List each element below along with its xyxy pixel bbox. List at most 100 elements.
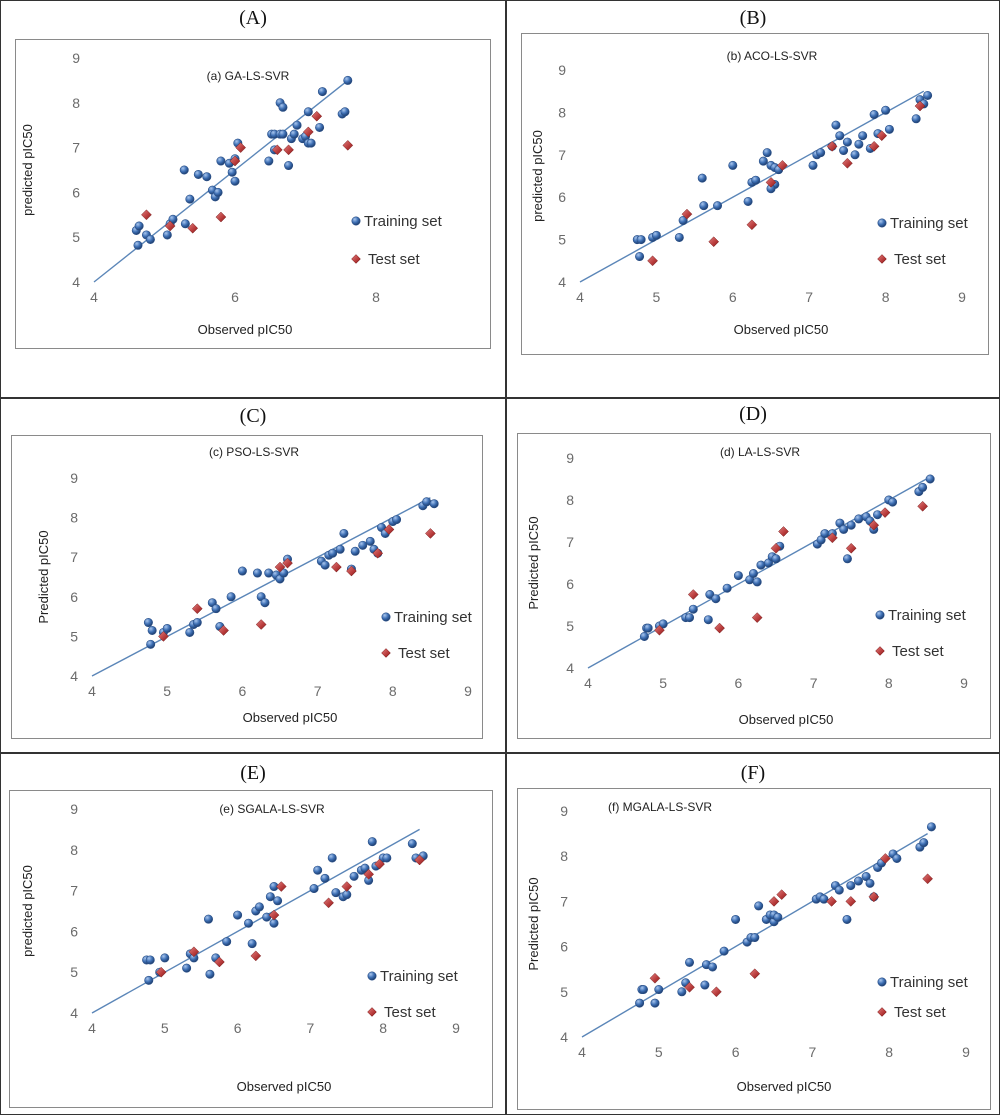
- training-point: [635, 998, 645, 1008]
- test-point: [914, 100, 926, 112]
- y-tick-label: 9: [70, 470, 78, 486]
- training-point: [708, 962, 718, 972]
- training-point: [638, 985, 648, 995]
- x-tick-label: 5: [163, 683, 171, 699]
- training-point: [697, 173, 707, 183]
- test-point: [842, 157, 853, 169]
- test-point: [323, 897, 334, 909]
- training-point: [264, 568, 274, 578]
- chart-title: (f) MGALA-LS-SVR: [608, 800, 712, 814]
- chart-title: (d) LA-LS-SVR: [720, 445, 800, 459]
- test-point: [374, 858, 385, 870]
- legend-test-marker: [367, 1007, 377, 1017]
- test-point: [845, 542, 857, 554]
- training-point: [331, 888, 341, 898]
- training-point: [756, 560, 766, 570]
- y-tick-label: 8: [566, 492, 574, 508]
- test-point: [141, 209, 152, 221]
- x-tick-label: 8: [885, 675, 893, 691]
- x-tick-label: 9: [962, 1044, 970, 1060]
- training-point: [222, 937, 232, 947]
- training-point: [144, 975, 154, 985]
- chart-title: (e) SGALA-LS-SVR: [219, 802, 325, 816]
- chart-title: (c) PSO-LS-SVR: [209, 445, 299, 459]
- test-point: [311, 110, 323, 122]
- x-tick-label: 4: [578, 1044, 586, 1060]
- training-point: [226, 592, 236, 602]
- test-point: [768, 896, 780, 907]
- x-axis-label: Observed pIC50: [198, 322, 293, 337]
- training-point: [303, 107, 313, 117]
- x-tick-label: 8: [372, 289, 380, 305]
- training-point: [677, 987, 687, 997]
- y-tick-label: 7: [558, 147, 566, 163]
- training-point: [748, 569, 758, 579]
- test-point: [649, 972, 661, 984]
- legend-test-label: Test set: [894, 251, 947, 268]
- training-point: [147, 625, 157, 635]
- training-point: [180, 219, 190, 229]
- training-point: [834, 885, 844, 895]
- test-point: [372, 547, 384, 559]
- training-point: [762, 148, 772, 158]
- panel-a: (A) (a) GA-LS-SVR 4 5 6 7 8 9 4 6 8 Observed pIC50…: [0, 0, 506, 398]
- y-tick-label: 6: [70, 589, 78, 605]
- y-axis-label: predicted pIC50: [20, 124, 35, 216]
- x-tick-label: 8: [885, 1044, 893, 1060]
- training-point: [636, 235, 646, 245]
- legend-test-marker: [877, 1007, 887, 1017]
- test-point: [708, 236, 720, 248]
- legend-test-label: Test set: [368, 251, 421, 268]
- training-point: [865, 878, 875, 888]
- test-point: [331, 561, 342, 573]
- test-point: [363, 868, 374, 880]
- training-point: [842, 137, 852, 147]
- legend-test-label: Test set: [894, 1004, 947, 1021]
- test-point: [776, 889, 788, 900]
- training-point: [635, 252, 645, 262]
- test-point: [271, 144, 283, 156]
- training-point: [831, 120, 841, 130]
- x-tick-label: 7: [805, 289, 813, 305]
- y-tick-label: 8: [558, 104, 566, 120]
- test-point: [215, 211, 227, 223]
- legend-training-label: Training set: [888, 607, 967, 624]
- x-tick-label: 5: [161, 1020, 169, 1036]
- legend-test-label: Test set: [384, 1004, 437, 1021]
- y-tick-label: 8: [70, 510, 78, 526]
- training-point: [658, 619, 668, 629]
- training-point: [309, 884, 319, 894]
- training-point: [861, 872, 871, 882]
- chart-frame-e: (e) SGALA-LS-SVR 4 5 6 7 8 9 4 5 6 7 8 9 Observed pIC…: [9, 790, 493, 1108]
- y-tick-label: 9: [70, 801, 78, 817]
- training-point: [254, 902, 264, 912]
- y-tick-label: 9: [558, 62, 566, 78]
- x-tick-label: 7: [810, 675, 818, 691]
- y-tick-label: 4: [70, 668, 78, 684]
- training-point: [278, 102, 288, 112]
- chart-title: (b) ACO-LS-SVR: [727, 49, 818, 63]
- test-point: [341, 881, 353, 892]
- training-point: [639, 632, 649, 642]
- test-point: [876, 130, 888, 142]
- test-point: [778, 526, 789, 537]
- training-point: [926, 822, 936, 832]
- test-point: [218, 625, 229, 636]
- training-point: [835, 131, 845, 141]
- training-point: [350, 546, 360, 556]
- test-point: [765, 177, 777, 188]
- training-point: [854, 139, 864, 149]
- y-tick-label: 9: [566, 450, 574, 466]
- training-point: [750, 933, 760, 943]
- chart-frame-a: (a) GA-LS-SVR 4 5 6 7 8 9 4 6 8 Observed pIC50 pred…: [15, 39, 491, 349]
- test-point: [268, 909, 280, 921]
- y-tick-label: 5: [72, 229, 80, 245]
- y-tick-label: 6: [560, 939, 568, 955]
- training-point: [343, 75, 353, 85]
- test-point: [191, 603, 203, 615]
- training-point: [713, 201, 723, 211]
- x-tick-label: 9: [464, 683, 472, 699]
- y-axis-label: predicted pIC50: [20, 865, 35, 957]
- training-point: [160, 953, 170, 963]
- training-point: [820, 529, 830, 539]
